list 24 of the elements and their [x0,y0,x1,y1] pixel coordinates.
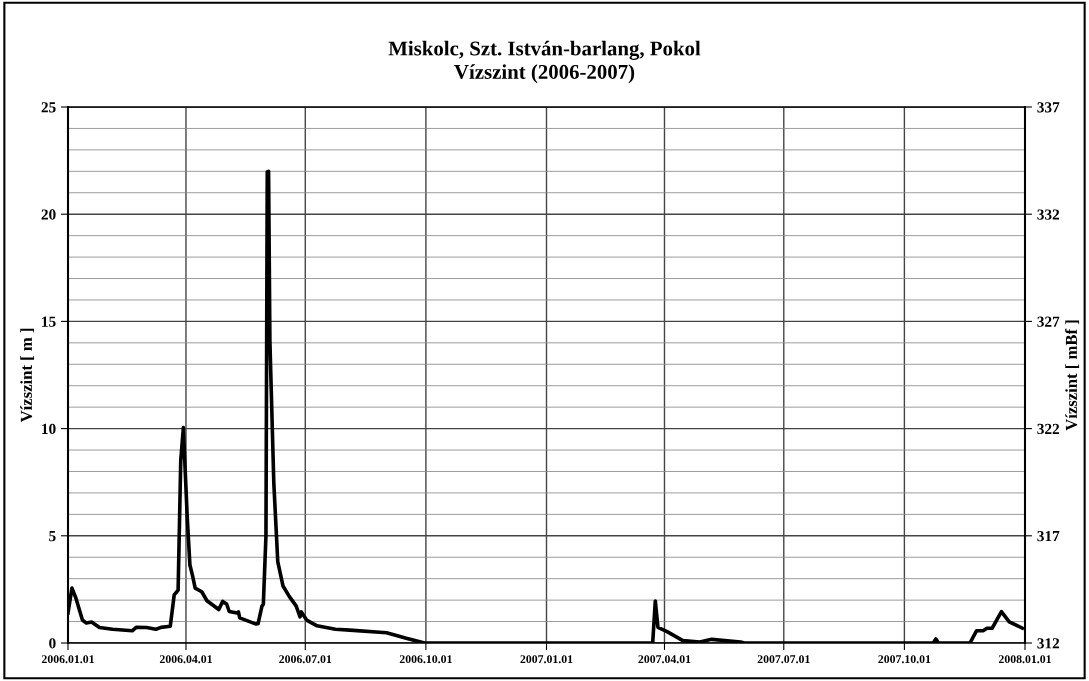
y-tick-label: 5 [49,531,56,542]
y-tick-label: 15 [42,316,56,327]
y-axis-title: Vízszint [ m ] [20,328,35,423]
x-tick-label: 2006.01.01 [41,655,94,664]
x-tick-label: 2007.07.01 [757,655,810,664]
chart-title: Miskolc, Szt. István-barlang, Pokol Vízszint (2006-2007) [388,40,701,84]
y-tick-label: 0 [49,638,56,649]
x-tick-label: 2006.10.01 [399,655,452,664]
x-tick-label: 2006.04.01 [159,655,212,664]
y2-tick-label: 332 [1037,209,1060,220]
x-tick-label: 2007.10.01 [878,655,931,664]
x-tick-label: 2006.07.01 [279,655,332,664]
y2-tick-label: 327 [1037,316,1060,327]
y2-axis-title: Vízszint [ mBf ] [1065,320,1080,431]
y-tick-label: 10 [42,423,56,435]
x-tick-label: 2007.01.01 [520,655,573,664]
y2-tick-label: 337 [1037,102,1060,113]
x-tick-label: 2007.04.01 [638,655,691,664]
y-tick-label: 20 [41,209,56,220]
y2-tick-label: 317 [1037,530,1060,542]
y-tick-label: 25 [41,102,56,113]
y2-tick-label: 312 [1037,638,1060,649]
x-tick-label: 2008.01.01 [998,655,1051,664]
y2-tick-label: 322 [1037,423,1060,435]
